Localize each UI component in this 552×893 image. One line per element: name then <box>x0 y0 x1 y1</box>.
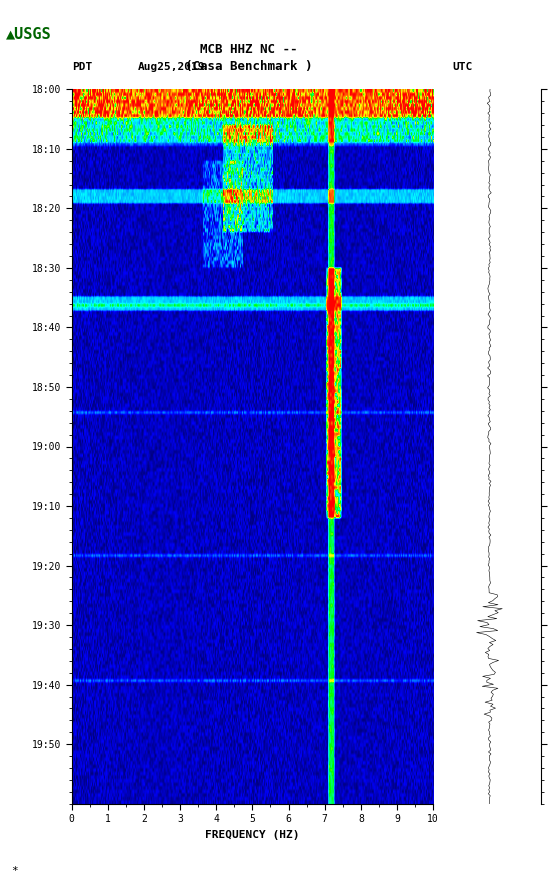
Text: PDT: PDT <box>72 62 92 72</box>
Text: Aug25,2019: Aug25,2019 <box>138 62 205 72</box>
Text: ▲USGS: ▲USGS <box>6 26 51 41</box>
Text: UTC: UTC <box>453 62 473 72</box>
Text: (Casa Benchmark ): (Casa Benchmark ) <box>185 61 312 73</box>
Text: MCB HHZ NC --: MCB HHZ NC -- <box>200 43 297 55</box>
Text: *: * <box>11 865 18 876</box>
X-axis label: FREQUENCY (HZ): FREQUENCY (HZ) <box>205 830 300 839</box>
